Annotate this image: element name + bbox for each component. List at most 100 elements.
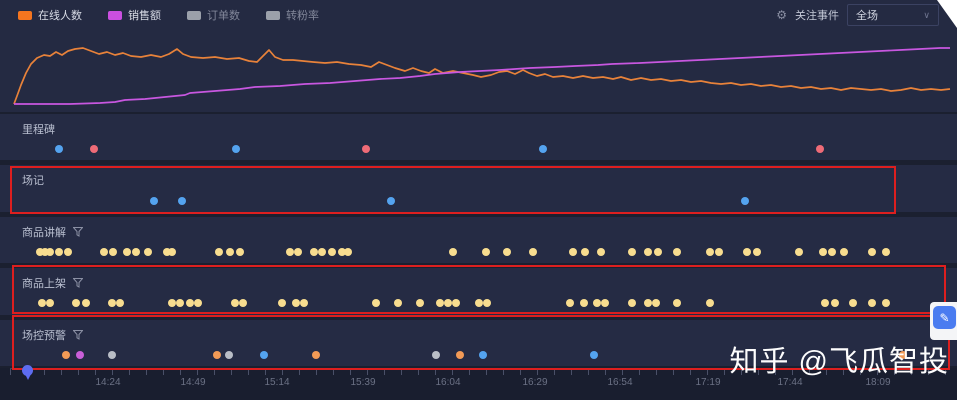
- event-dot[interactable]: [644, 299, 652, 308]
- event-dot[interactable]: [449, 248, 457, 257]
- event-dot[interactable]: [628, 248, 636, 257]
- event-dot[interactable]: [168, 248, 176, 257]
- event-dot[interactable]: [821, 299, 829, 308]
- event-dot[interactable]: [163, 248, 171, 257]
- event-dot[interactable]: [593, 299, 601, 308]
- event-dot[interactable]: [55, 248, 63, 257]
- event-dot[interactable]: [882, 299, 890, 308]
- event-dot[interactable]: [372, 299, 380, 308]
- legend-item-1[interactable]: 销售额: [108, 7, 161, 23]
- event-dot[interactable]: [36, 248, 44, 257]
- event-dot[interactable]: [215, 248, 223, 257]
- event-dot[interactable]: [456, 350, 464, 359]
- filter-icon[interactable]: [73, 329, 83, 340]
- event-dot[interactable]: [338, 248, 346, 257]
- event-dot[interactable]: [144, 248, 152, 257]
- event-dot[interactable]: [213, 350, 221, 359]
- event-dot[interactable]: [673, 299, 681, 308]
- event-dot[interactable]: [46, 248, 54, 257]
- timeline-cursor-pin[interactable]: [22, 365, 33, 380]
- event-dot[interactable]: [82, 299, 90, 308]
- event-dot[interactable]: [899, 350, 907, 359]
- event-dot[interactable]: [108, 299, 116, 308]
- event-dot[interactable]: [286, 248, 294, 257]
- event-dot[interactable]: [394, 299, 402, 308]
- event-dot[interactable]: [819, 248, 827, 257]
- event-dot[interactable]: [566, 299, 574, 308]
- event-dot[interactable]: [90, 145, 98, 154]
- event-dot[interactable]: [294, 248, 302, 257]
- event-dot[interactable]: [741, 196, 749, 205]
- event-dot[interactable]: [652, 299, 660, 308]
- event-dot[interactable]: [55, 145, 63, 154]
- event-dot[interactable]: [539, 145, 547, 154]
- event-dot[interactable]: [387, 196, 395, 205]
- event-dot[interactable]: [46, 299, 54, 308]
- event-dot[interactable]: [436, 299, 444, 308]
- event-dot[interactable]: [62, 350, 70, 359]
- event-dot[interactable]: [673, 248, 681, 257]
- event-dot[interactable]: [831, 299, 839, 308]
- event-dot[interactable]: [186, 299, 194, 308]
- event-dot[interactable]: [318, 248, 326, 257]
- filter-icon[interactable]: [73, 278, 83, 289]
- event-dot[interactable]: [590, 350, 598, 359]
- event-dot[interactable]: [108, 350, 116, 359]
- event-dot[interactable]: [225, 350, 233, 359]
- event-dot[interactable]: [840, 248, 848, 257]
- event-dot[interactable]: [328, 248, 336, 257]
- event-dot[interactable]: [344, 248, 352, 257]
- event-dot[interactable]: [569, 248, 577, 257]
- event-dot[interactable]: [239, 299, 247, 308]
- event-dot[interactable]: [581, 248, 589, 257]
- event-dot[interactable]: [706, 299, 714, 308]
- filter-icon[interactable]: [73, 226, 83, 237]
- event-dot[interactable]: [654, 248, 662, 257]
- scope-dropdown[interactable]: 全场 ∨: [847, 4, 939, 26]
- event-dot[interactable]: [432, 350, 440, 359]
- event-dot[interactable]: [176, 299, 184, 308]
- event-dot[interactable]: [882, 248, 890, 257]
- event-dot[interactable]: [72, 299, 80, 308]
- event-dot[interactable]: [753, 248, 761, 257]
- event-dot[interactable]: [123, 248, 131, 257]
- event-dot[interactable]: [475, 299, 483, 308]
- event-dot[interactable]: [597, 248, 605, 257]
- event-dot[interactable]: [452, 299, 460, 308]
- event-dot[interactable]: [178, 196, 186, 205]
- event-dot[interactable]: [260, 350, 268, 359]
- event-dot[interactable]: [116, 299, 124, 308]
- event-dot[interactable]: [312, 350, 320, 359]
- event-dot[interactable]: [64, 248, 72, 257]
- event-dot[interactable]: [76, 350, 84, 359]
- event-dot[interactable]: [300, 299, 308, 308]
- event-dot[interactable]: [41, 248, 49, 257]
- event-dot[interactable]: [706, 248, 714, 257]
- event-dot[interactable]: [292, 299, 300, 308]
- event-dot[interactable]: [226, 248, 234, 257]
- event-dot[interactable]: [132, 248, 140, 257]
- event-dot[interactable]: [715, 248, 723, 257]
- event-dot[interactable]: [868, 248, 876, 257]
- event-dot[interactable]: [849, 299, 857, 308]
- event-dot[interactable]: [482, 248, 490, 257]
- gear-icon[interactable]: ⚙: [776, 8, 787, 22]
- event-dot[interactable]: [236, 248, 244, 257]
- event-dot[interactable]: [795, 248, 803, 257]
- event-dot[interactable]: [743, 248, 751, 257]
- event-dot[interactable]: [580, 299, 588, 308]
- event-dot[interactable]: [310, 248, 318, 257]
- event-dot[interactable]: [601, 299, 609, 308]
- event-dot[interactable]: [503, 248, 511, 257]
- event-dot[interactable]: [100, 248, 108, 257]
- edit-pen-button[interactable]: ✎: [933, 306, 956, 329]
- legend-item-0[interactable]: 在线人数: [18, 7, 82, 23]
- event-dot[interactable]: [444, 299, 452, 308]
- event-dot[interactable]: [168, 299, 176, 308]
- event-dot[interactable]: [362, 145, 370, 154]
- event-dot[interactable]: [38, 299, 46, 308]
- event-dot[interactable]: [644, 248, 652, 257]
- event-dot[interactable]: [194, 299, 202, 308]
- event-dot[interactable]: [868, 299, 876, 308]
- event-dot[interactable]: [231, 299, 239, 308]
